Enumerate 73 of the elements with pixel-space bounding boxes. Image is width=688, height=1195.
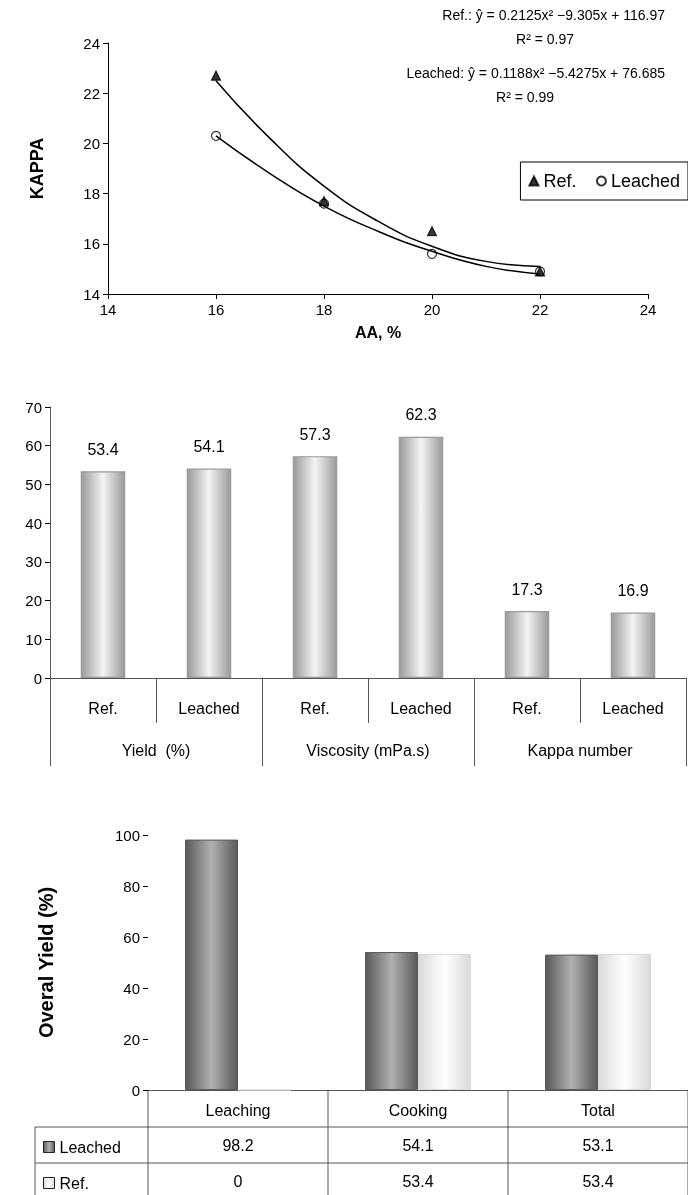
text: Ref.: ŷ = 0.2125x² −9.305x + 116.97 — [442, 7, 666, 23]
y-tick-label: 24 — [83, 34, 100, 52]
x-tick-label: Cooking — [388, 1101, 448, 1119]
x-tick-label: 16 — [207, 301, 225, 318]
annotation: R² = 0.99 — [496, 89, 555, 105]
y-tick-label: 70 — [25, 398, 42, 416]
bar — [504, 611, 550, 678]
data-label: 53.4 — [87, 440, 119, 458]
x-tick-label: 24 — [639, 301, 657, 318]
bar — [398, 436, 444, 678]
y-tick-label: 0 — [131, 1081, 140, 1099]
y-tick-label: 60 — [25, 437, 42, 455]
legend-label: Ref. — [59, 1174, 89, 1192]
data-label: 53.4 — [582, 1172, 614, 1190]
point — [210, 70, 222, 81]
y-tick-label: 20 — [83, 134, 100, 152]
data-label: 54.1 — [193, 438, 225, 456]
y-tick-label: 40 — [123, 979, 140, 997]
y-tick-label: 30 — [25, 553, 42, 571]
x-axis-title: AA, % — [354, 323, 402, 341]
bar — [610, 612, 656, 678]
y-axis-title: KAPPA — [27, 137, 47, 200]
data-label: 0 — [233, 1172, 243, 1190]
y-tick-label: 22 — [83, 84, 100, 102]
x-tick-label: Leached — [602, 699, 664, 717]
data-label: 57.3 — [299, 425, 331, 443]
data-label: 54.1 — [402, 1136, 434, 1154]
data-label: 53.1 — [582, 1136, 614, 1154]
y-tick-label: 20 — [123, 1030, 140, 1048]
x-tick-label: 20 — [423, 301, 441, 318]
x-tick-label: Total — [581, 1101, 615, 1119]
x-tick-label: Ref. — [512, 699, 542, 717]
x-tick-label: 14 — [99, 301, 117, 318]
text: Yield (%) — [121, 741, 191, 759]
text: Kappa number — [527, 741, 634, 759]
bar — [598, 953, 651, 1090]
x-tick-label: Ref. — [300, 699, 330, 717]
point — [210, 130, 222, 141]
annotation: Leached: ŷ = 0.1188x² −5.4275x + 76.685 — [406, 65, 666, 81]
y-tick-label: 100 — [114, 826, 140, 844]
legend-label: Leached — [59, 1138, 121, 1156]
y-tick-label: 0 — [33, 669, 42, 687]
y-tick-label: 14 — [83, 285, 100, 303]
bar — [418, 953, 471, 1090]
x-tick-label: Leached — [178, 699, 240, 717]
legend-label: Leached — [610, 171, 681, 191]
bar — [292, 456, 338, 678]
y-tick-label: 18 — [83, 185, 100, 203]
x-tick-label: Leaching — [205, 1101, 271, 1119]
data-label: 17.3 — [511, 580, 543, 598]
y-tick-label: 60 — [123, 928, 140, 946]
point — [426, 248, 438, 259]
y-tick-label: 10 — [25, 630, 42, 648]
text: Viscosity (mPa.s) — [306, 741, 430, 759]
data-label: 62.3 — [405, 406, 437, 424]
data-label: 53.4 — [402, 1172, 434, 1190]
annotation: R² = 0.97 — [516, 31, 575, 47]
x-tick-label: Leached — [390, 699, 452, 717]
y-axis-title: Overal Yield (%) — [35, 886, 57, 1039]
point — [426, 226, 438, 237]
bar — [80, 471, 126, 678]
legend-label: Ref. — [543, 171, 577, 191]
data-label: 16.9 — [617, 582, 649, 600]
x-tick-label: Ref. — [88, 699, 118, 717]
y-tick-label: 80 — [123, 877, 140, 895]
x-tick-label: 18 — [315, 301, 333, 318]
y-tick-label: 40 — [25, 514, 42, 532]
x-tick-label: 22 — [531, 301, 549, 318]
data-label: 98.2 — [222, 1136, 254, 1154]
y-tick-label: 50 — [25, 475, 42, 493]
y-tick-label: 20 — [25, 592, 42, 610]
y-tick-label: 16 — [83, 235, 100, 253]
bar — [186, 468, 232, 678]
